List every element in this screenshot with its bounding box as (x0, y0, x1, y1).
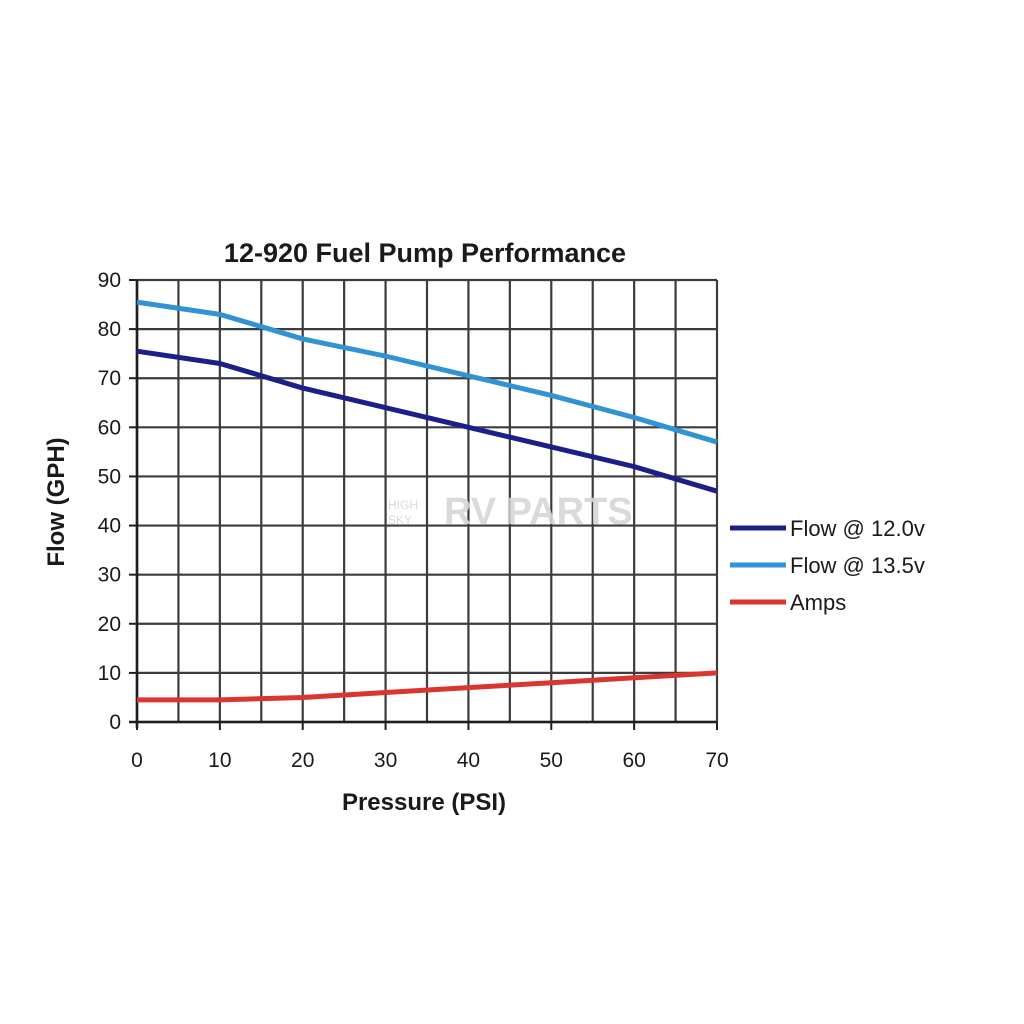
y-tick-label: 10 (98, 662, 121, 685)
series-line-amps (137, 670, 718, 703)
chart-title: 12-920 Fuel Pump Performance (224, 238, 626, 268)
series-layer (136, 299, 718, 703)
y-tick-label: 70 (98, 367, 121, 390)
y-tick-label: 0 (109, 711, 121, 734)
series-line-flow-12-0v (136, 348, 718, 494)
watermark-line-1: HIGH (388, 498, 418, 512)
y-tick-label: 80 (98, 318, 121, 341)
x-tick-label: 10 (208, 749, 231, 772)
x-tick-label: 0 (131, 749, 143, 772)
legend-label: Flow @ 12.0v (790, 516, 925, 541)
y-tick-label: 50 (98, 465, 121, 488)
watermark-brand: RV PARTS (444, 491, 633, 533)
legend-label: Flow @ 13.5v (790, 553, 925, 578)
y-axis-title: Flow (GPH) (43, 437, 70, 566)
y-tick-label: 60 (98, 416, 121, 439)
legend: Flow @ 12.0v Flow @ 13.5v Amps (730, 516, 925, 615)
y-tick-label: 40 (98, 515, 121, 538)
watermark: HIGH SKY RV PARTS (388, 491, 633, 533)
x-tick-label: 60 (622, 749, 645, 772)
x-axis-title: Pressure (PSI) (342, 789, 506, 816)
y-tick-label: 30 (98, 564, 121, 587)
x-tick-label: 70 (705, 749, 728, 772)
legend-label: Amps (790, 590, 846, 615)
x-tick-label: 40 (457, 749, 480, 772)
y-tick-label: 90 (98, 269, 121, 292)
x-tick-label: 20 (291, 749, 314, 772)
series-line-flow-13-5v (136, 299, 718, 445)
x-tick-label: 50 (540, 749, 563, 772)
y-tick-label: 20 (98, 613, 121, 636)
x-tick-label: 30 (374, 749, 397, 772)
plot-area: 0 10 20 30 40 50 60 70 80 90 0 10 20 30 40 50 60 70 (98, 269, 729, 772)
watermark-line-2: SKY (388, 513, 412, 527)
